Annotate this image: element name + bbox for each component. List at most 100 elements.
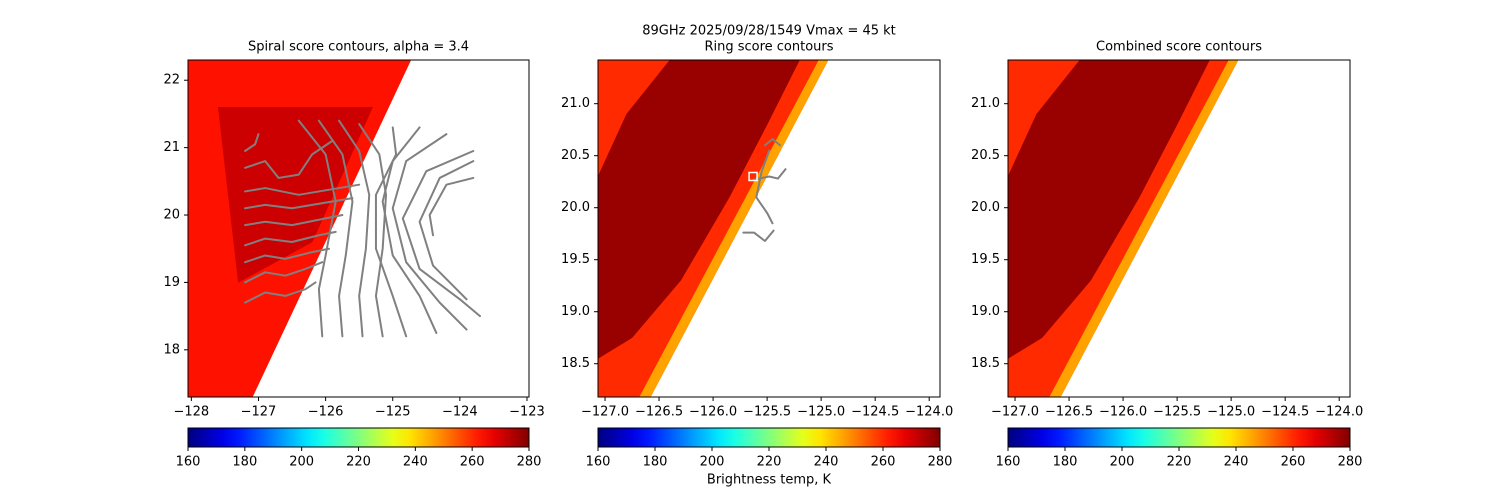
y-tick-label: 20.0	[971, 200, 1000, 215]
colorbar	[187, 427, 530, 448]
contour	[297, 119, 337, 338]
plot-area	[188, 60, 481, 397]
cbar-tick-label: 240	[814, 455, 839, 470]
y-tick-label: 18.5	[561, 356, 590, 371]
x-tick-label: −123	[509, 405, 545, 420]
contour	[244, 133, 260, 152]
y-tick-label: 20	[163, 208, 180, 223]
x-tick-label: −124.5	[1261, 405, 1309, 420]
y-tick-label: 21.0	[561, 96, 590, 111]
x-tick-label: −127.0	[581, 405, 629, 420]
axes-frame	[1007, 59, 1351, 398]
contour	[763, 138, 782, 147]
cbar-tick-label: 240	[403, 455, 428, 470]
swath-region	[639, 60, 829, 397]
x-tick-label: −125.0	[797, 405, 845, 420]
contour	[418, 160, 475, 301]
contour	[244, 281, 317, 304]
x-tick-label: −124	[442, 405, 478, 420]
cbar-tick-label: 220	[757, 455, 782, 470]
contour	[753, 168, 787, 181]
swath-region	[1008, 60, 1210, 359]
swath-region	[598, 60, 800, 359]
axes-frame	[187, 59, 530, 398]
y-tick-label: 18	[163, 342, 180, 357]
center-marker	[748, 171, 758, 182]
colorbar	[597, 427, 941, 448]
contour	[381, 126, 438, 334]
x-tick-label: −126.5	[1045, 405, 1093, 420]
y-tick-label: 18.5	[971, 356, 1000, 371]
y-tick-label: 20.5	[971, 148, 1000, 163]
contour	[742, 229, 775, 242]
axes-title: Spiral score contours, alpha = 3.4	[248, 40, 469, 55]
swath-region	[1049, 60, 1239, 397]
contour	[244, 214, 344, 227]
cbar-tick-label: 200	[1110, 455, 1135, 470]
contour	[391, 133, 468, 331]
x-tick-label: −126	[308, 405, 344, 420]
cbar-tick-label: 200	[289, 455, 314, 470]
contour	[244, 261, 324, 284]
contour	[755, 149, 774, 225]
x-tick-label: −126.0	[689, 405, 737, 420]
cbar-tick-label: 280	[928, 455, 953, 470]
x-tick-label: −124.5	[851, 405, 899, 420]
cbar-tick-label: 260	[1281, 455, 1306, 470]
x-tick-label: −126.0	[1099, 405, 1147, 420]
cbar-tick-label: 220	[346, 455, 371, 470]
x-tick-label: −126.5	[635, 405, 683, 420]
x-tick-label: −125.5	[1153, 405, 1201, 420]
contour	[358, 123, 388, 338]
y-tick-label: 19.5	[971, 252, 1000, 267]
plot-area	[1008, 60, 1239, 397]
contour	[428, 176, 475, 237]
y-tick-label: 21	[163, 140, 180, 155]
cbar-tick-label: 160	[586, 455, 611, 470]
y-tick-label: 20.5	[561, 148, 590, 163]
x-tick-label: −125.5	[743, 405, 791, 420]
contour	[401, 149, 481, 318]
y-tick-label: 22	[163, 73, 180, 88]
x-tick-label: −124.0	[1315, 405, 1363, 420]
x-tick-label: −125	[375, 405, 411, 420]
cbar-tick-label: 180	[1053, 455, 1078, 470]
cbar-tick-label: 280	[517, 455, 542, 470]
x-tick-label: −125.0	[1207, 405, 1255, 420]
cbar-tick-label: 220	[1167, 455, 1192, 470]
cbar-tick-label: 200	[700, 455, 725, 470]
contour	[317, 119, 354, 338]
y-tick-label: 19.0	[561, 304, 590, 319]
y-tick-label: 20.0	[561, 200, 590, 215]
colorbar	[1007, 427, 1351, 448]
x-tick-label: −127	[241, 405, 277, 420]
y-tick-label: 19	[163, 275, 180, 290]
axes-title: Ring score contours	[704, 40, 833, 55]
cbar-tick-label: 160	[176, 455, 201, 470]
cbar-tick-label: 180	[643, 455, 668, 470]
axes-title: Combined score contours	[1096, 40, 1262, 55]
axes-frame	[597, 59, 941, 398]
cbar-tick-label: 180	[232, 455, 257, 470]
x-tick-label: −128	[173, 405, 209, 420]
plot-area	[598, 60, 829, 397]
contour	[244, 230, 337, 247]
colorbar-label: Brightness temp, K	[707, 473, 832, 488]
cbar-tick-label: 240	[1224, 455, 1249, 470]
y-tick-label: 21.0	[971, 96, 1000, 111]
cbar-tick-label: 260	[460, 455, 485, 470]
contour	[244, 197, 354, 210]
y-tick-label: 19.0	[971, 304, 1000, 319]
x-tick-label: −124.0	[905, 405, 953, 420]
cbar-tick-label: 160	[996, 455, 1021, 470]
contour	[338, 119, 371, 338]
contour	[244, 247, 330, 264]
cbar-tick-label: 260	[871, 455, 896, 470]
contour	[374, 126, 408, 338]
contour	[244, 183, 361, 196]
cbar-tick-label: 280	[1338, 455, 1363, 470]
figure-title: 89GHz 2025/09/28/1549 Vmax = 45 kt	[642, 24, 896, 39]
contour	[244, 139, 334, 179]
x-tick-label: −127.0	[991, 405, 1039, 420]
